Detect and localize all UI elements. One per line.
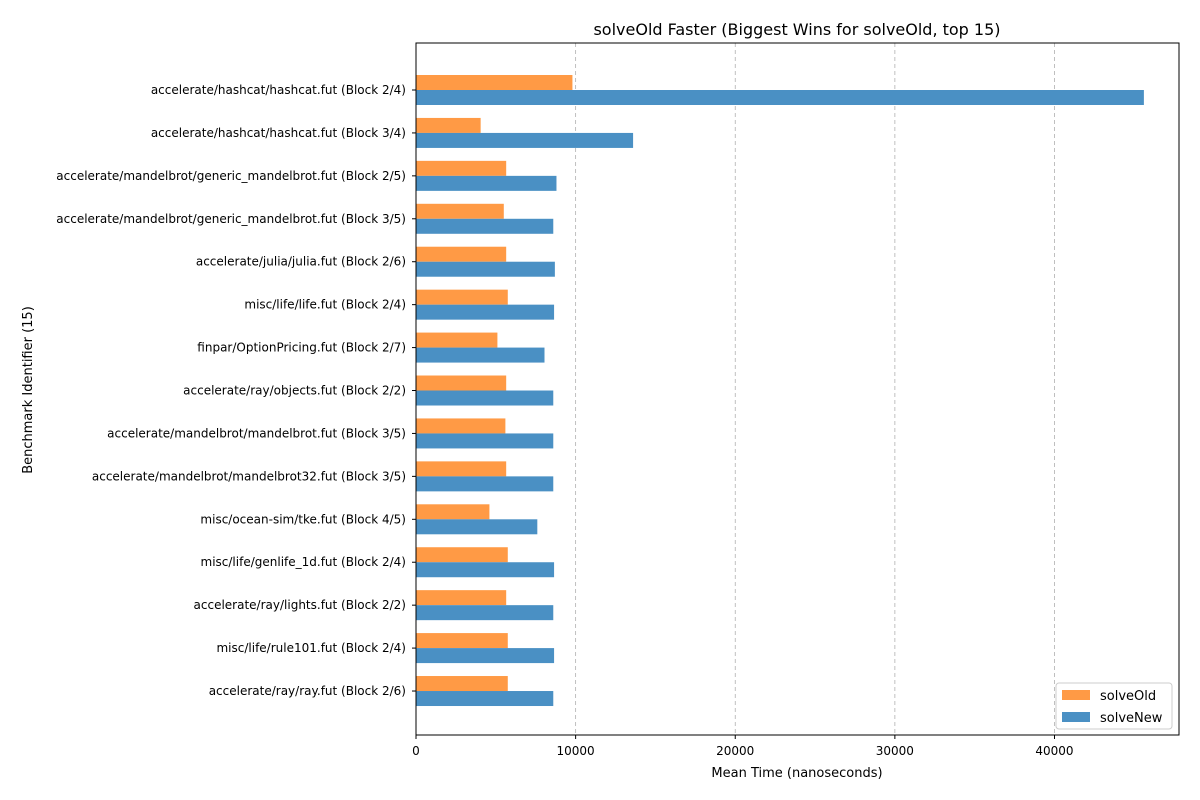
bar-solveNew — [416, 218, 554, 234]
y-axis-ticks: accelerate/hashcat/hashcat.fut (Block 2/… — [56, 83, 416, 698]
bar-solveNew — [416, 304, 555, 320]
legend-swatch — [1062, 712, 1090, 722]
plot-frame — [415, 42, 1180, 736]
y-axis-title: Benchmark Identifier (15) — [21, 306, 36, 474]
bar-solveOld — [416, 547, 508, 563]
y-tick-label: accelerate/hashcat/hashcat.fut (Block 2/… — [151, 83, 406, 97]
y-tick-label: misc/life/life.fut (Block 2/4) — [244, 298, 406, 312]
bar-solveNew — [416, 347, 545, 363]
bar-solveOld — [416, 332, 498, 348]
bar-solveOld — [416, 117, 481, 133]
bar-solveOld — [416, 289, 508, 305]
bar-solveNew — [416, 175, 557, 191]
y-tick-label: misc/life/rule101.fut (Block 2/4) — [216, 641, 406, 655]
y-tick-label: accelerate/hashcat/hashcat.fut (Block 3/… — [151, 126, 406, 140]
legend-swatch — [1062, 690, 1090, 700]
y-tick-label: finpar/OptionPricing.fut (Block 2/7) — [197, 341, 406, 355]
y-tick-label: accelerate/ray/ray.fut (Block 2/6) — [209, 684, 406, 698]
chart-title: solveOld Faster (Biggest Wins for solveO… — [593, 20, 1000, 39]
y-tick-label: accelerate/mandelbrot/generic_mandelbrot… — [56, 212, 406, 226]
x-tick-label: 40000 — [1035, 744, 1073, 758]
x-axis-ticks: 0 10000 20000 30000 40000 — [412, 735, 1074, 758]
bars — [416, 75, 1144, 707]
x-tick-label: 30000 — [876, 744, 914, 758]
bar-solveOld — [416, 160, 507, 176]
bar-solveNew — [416, 648, 555, 664]
bar-solveOld — [416, 418, 506, 434]
bar-solveNew — [416, 132, 634, 148]
x-tick-label: 0 — [412, 744, 420, 758]
bar-solveNew — [416, 90, 1144, 105]
bar-solveNew — [416, 605, 554, 621]
bar-solveOld — [416, 246, 507, 262]
x-tick-label: 20000 — [716, 744, 754, 758]
bar-solveOld — [416, 590, 507, 606]
x-tick-label: 10000 — [557, 744, 595, 758]
bar-solveNew — [416, 519, 538, 535]
y-tick-label: misc/ocean-sim/tke.fut (Block 4/5) — [200, 512, 406, 526]
bar-solveOld — [416, 375, 507, 391]
bar-solveNew — [416, 390, 554, 406]
y-tick-label: accelerate/ray/objects.fut (Block 2/2) — [183, 384, 406, 398]
bar-solveNew — [416, 261, 555, 277]
legend-label: solveOld — [1100, 689, 1156, 704]
bar-solveOld — [416, 504, 490, 520]
y-tick-label: accelerate/ray/lights.fut (Block 2/2) — [194, 598, 406, 612]
y-tick-label: misc/life/genlife_1d.fut (Block 2/4) — [201, 555, 406, 569]
bar-solveOld — [416, 461, 507, 477]
y-tick-label: accelerate/mandelbrot/mandelbrot32.fut (… — [92, 469, 406, 483]
bar-solveOld — [416, 75, 573, 90]
bar-solveOld — [416, 633, 508, 649]
bar-solveNew — [416, 562, 555, 578]
bar-solveNew — [416, 433, 554, 449]
x-axis-title: Mean Time (nanoseconds) — [711, 766, 882, 781]
y-tick-label: accelerate/mandelbrot/generic_mandelbrot… — [56, 169, 406, 183]
bar-solveNew — [416, 476, 554, 492]
y-tick-label: accelerate/julia/julia.fut (Block 2/6) — [196, 255, 406, 269]
y-tick-label: accelerate/mandelbrot/mandelbrot.fut (Bl… — [107, 426, 406, 440]
bar-solveOld — [416, 203, 504, 219]
bar-solveOld — [416, 676, 508, 692]
grid-lines — [575, 43, 1055, 735]
legend-label: solveNew — [1100, 711, 1163, 726]
bar-solveNew — [416, 691, 554, 707]
legend: solveOld solveNew — [1055, 682, 1173, 730]
